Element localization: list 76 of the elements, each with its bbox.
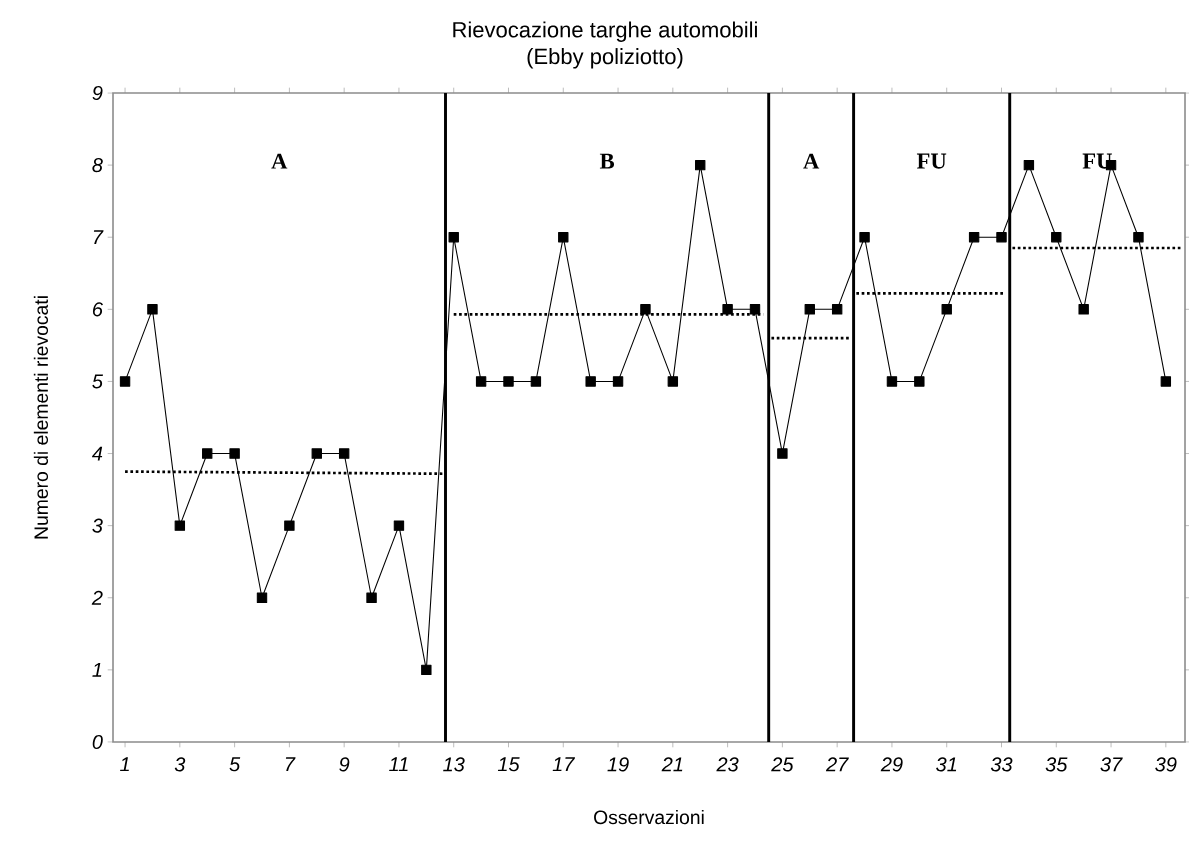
x-tick-label: 3 (174, 757, 186, 772)
point (886, 376, 898, 387)
y-tick-label: 3 (92, 518, 103, 533)
x-tick-label: 21 (661, 757, 683, 772)
y-tick-label: 2 (91, 590, 103, 605)
y-tick-label: 9 (92, 85, 103, 101)
point (256, 592, 268, 603)
annotation: FU (916, 153, 947, 169)
point (530, 376, 542, 387)
x-tick-label: 23 (716, 757, 739, 772)
y-tick-label: 4 (91, 446, 103, 461)
point (174, 520, 186, 531)
point (1133, 232, 1144, 243)
chart-title: Rievocazione targhe automobili (453, 21, 757, 42)
point (612, 376, 624, 387)
point (585, 376, 596, 387)
y-tick-label: 6 (92, 302, 103, 317)
x-tick-label: 13 (443, 757, 465, 772)
point (393, 520, 405, 531)
point (338, 448, 350, 459)
y-tick-label: 7 (93, 230, 104, 245)
point (749, 304, 761, 315)
point (311, 448, 322, 459)
y-tick-label: 5 (92, 374, 103, 389)
point (996, 232, 1007, 243)
point (229, 448, 240, 459)
point (1023, 159, 1035, 171)
x-tick-label: 25 (771, 757, 794, 772)
point (1051, 232, 1062, 243)
point (695, 159, 706, 171)
point (421, 664, 432, 676)
x-tick-label: 33 (990, 757, 1013, 772)
x-tick-label: 15 (497, 757, 520, 772)
point (941, 304, 952, 315)
annotation: A (271, 153, 288, 169)
y-tick-label: 8 (92, 158, 103, 173)
x-tick-label: 31 (936, 757, 957, 772)
point (284, 520, 295, 531)
point (667, 376, 679, 387)
y-tick-label: 0 (92, 734, 103, 750)
point (119, 376, 131, 387)
point (968, 232, 980, 243)
point (1078, 304, 1089, 315)
point (475, 376, 487, 387)
point (859, 232, 870, 243)
point (147, 304, 158, 315)
point (777, 448, 788, 459)
x-tick-label: 39 (1155, 757, 1177, 772)
point (722, 304, 733, 315)
x-tick-label: 5 (229, 757, 241, 772)
x-tick-label: 35 (1045, 757, 1068, 772)
annotation: B (599, 153, 615, 169)
point (640, 304, 651, 315)
point (1160, 376, 1172, 387)
x-tick-label: 11 (389, 757, 408, 772)
x-tick-label: 29 (880, 757, 903, 772)
chart-subtitle: (Ebby poliziotto) (527, 48, 683, 69)
x-tick-label: 17 (552, 757, 576, 772)
point (448, 232, 459, 243)
point (558, 232, 569, 243)
point (914, 376, 925, 387)
x-tick-label: 37 (1100, 757, 1123, 772)
x-tick-label: 9 (339, 757, 350, 772)
x-axis-title: Osservazioni (594, 810, 704, 825)
x-tick-label: 7 (285, 757, 296, 772)
point (366, 592, 377, 603)
x-tick-label: 27 (825, 757, 849, 772)
point (503, 376, 514, 387)
y-tick-label: 1 (92, 663, 102, 677)
x-tick-label: 19 (607, 757, 629, 772)
x-tick-label: 1 (120, 757, 129, 772)
point (804, 304, 815, 315)
y-axis-title: Numero di elementi rievocati (33, 296, 49, 539)
point (202, 448, 213, 459)
point (831, 304, 843, 315)
annotation: A (803, 153, 820, 169)
